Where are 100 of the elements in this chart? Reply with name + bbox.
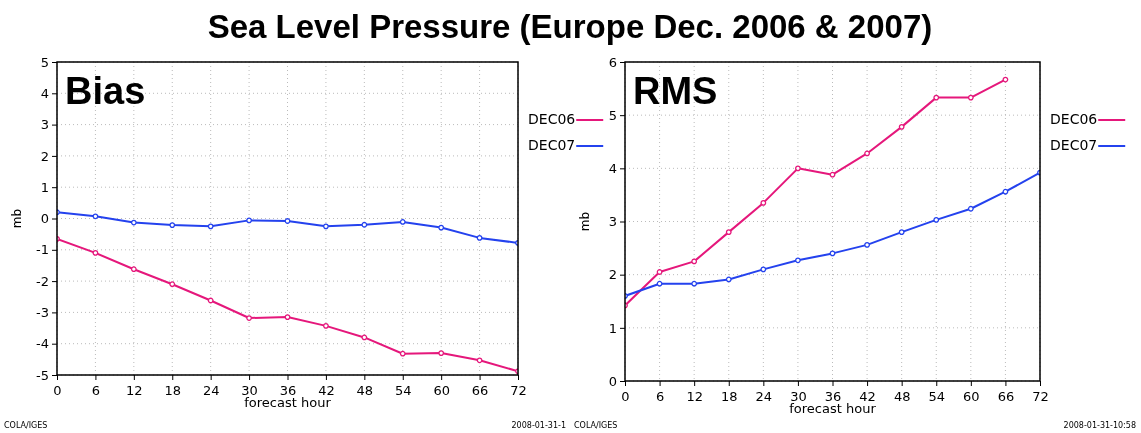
y-tick-label: -1 (36, 242, 49, 258)
x-tick-label: 66 (471, 382, 489, 398)
y-tick-label: 4 (40, 85, 49, 101)
y-tick-label: 1 (40, 179, 49, 195)
y-tick-label: 2 (608, 267, 617, 283)
y-tick-label: 5 (40, 54, 49, 70)
point (691, 280, 698, 287)
point (92, 213, 99, 220)
y-tick-label: -3 (36, 305, 49, 321)
x-tick-label: 48 (893, 388, 911, 404)
y-tick-label: 2 (40, 148, 49, 164)
point (476, 235, 483, 241)
point (92, 250, 99, 256)
x-tick-label: 36 (824, 388, 842, 404)
point (323, 223, 329, 230)
x-tick-label: 54 (928, 388, 946, 404)
legend-label: DEC06 (1050, 111, 1098, 127)
y-axis-title: mb (10, 208, 24, 229)
point (725, 276, 732, 283)
text: 2008-01-31-1 (511, 421, 566, 430)
y-axis-title: mb (578, 211, 592, 232)
point (725, 229, 732, 236)
x-tick-label: 6 (655, 388, 665, 404)
point (399, 350, 406, 357)
point (864, 150, 870, 157)
point (361, 221, 368, 228)
point (246, 315, 252, 321)
x-axis-title: forecast hour (789, 401, 877, 416)
point (323, 322, 329, 329)
point (284, 314, 291, 320)
chart-title: Sea Level Pressure (Europe Dec. 2006 & 2007) (207, 8, 933, 45)
chart-subtitle: RMS (633, 70, 718, 112)
x-tick-label: 12 (686, 388, 703, 404)
point (864, 241, 870, 248)
x-tick-label: 12 (126, 382, 143, 398)
x-tick-label: 24 (755, 388, 773, 404)
x-tick-label: 18 (720, 388, 738, 404)
point (399, 219, 406, 225)
point (130, 266, 137, 273)
x-tick-label: 36 (279, 382, 297, 398)
point (130, 219, 137, 226)
x-tick-label: 48 (356, 382, 374, 398)
x-tick-label: 30 (790, 388, 807, 404)
y-tick-label: -5 (36, 367, 49, 383)
text: COLA/IGES (4, 421, 48, 430)
y-tick-label: 1 (608, 320, 617, 336)
point (207, 297, 214, 304)
point (933, 94, 940, 101)
point (795, 257, 801, 264)
point (656, 269, 663, 275)
point (207, 223, 214, 230)
point (246, 217, 252, 224)
point (476, 357, 483, 364)
point (967, 94, 974, 101)
x-tick-label: 24 (202, 382, 220, 398)
point (438, 224, 445, 231)
x-tick-label: 54 (394, 382, 412, 398)
point (760, 199, 767, 206)
text: COLA/IGES (574, 421, 618, 430)
point (656, 280, 663, 287)
x-tick-label: 66 (997, 388, 1015, 404)
point (438, 350, 445, 356)
x-tick-label: 60 (433, 382, 450, 398)
y-tick-label: -4 (36, 336, 49, 352)
point (898, 123, 905, 130)
x-tick-label: 42 (859, 388, 876, 404)
point (933, 217, 940, 223)
chart-subtitle: Bias (65, 70, 146, 112)
x-axis-title: forecast hour (244, 395, 332, 410)
point (760, 266, 767, 273)
x-tick-label: 0 (53, 382, 62, 398)
point (169, 222, 176, 228)
x-tick-label: 60 (963, 388, 980, 404)
legend-label: DEC07 (1050, 137, 1098, 153)
point (795, 165, 801, 172)
y-tick-label: 3 (40, 117, 49, 133)
y-tick-label: -2 (36, 273, 49, 289)
point (691, 258, 698, 265)
point (1002, 76, 1009, 83)
legend-label: DEC06 (528, 111, 576, 127)
y-tick-label: 4 (608, 160, 617, 176)
x-tick-label: 6 (91, 382, 101, 398)
point (898, 229, 905, 236)
point (1002, 188, 1009, 195)
x-tick-label: 30 (241, 382, 258, 398)
y-tick-label: 0 (40, 211, 49, 227)
y-tick-label: 6 (608, 54, 617, 70)
legend-label: DEC07 (528, 137, 576, 153)
x-tick-label: 0 (621, 388, 630, 404)
x-tick-label: 72 (1032, 388, 1049, 404)
y-tick-label: 3 (608, 214, 617, 230)
x-tick-label: 42 (318, 382, 335, 398)
point (829, 171, 836, 178)
point (284, 218, 291, 224)
y-tick-label: 5 (608, 107, 617, 123)
point (361, 334, 368, 341)
text: 2008-01-31-10:58 (1063, 421, 1136, 430)
point (169, 281, 176, 288)
point (967, 205, 974, 212)
x-tick-label: 72 (510, 382, 527, 398)
